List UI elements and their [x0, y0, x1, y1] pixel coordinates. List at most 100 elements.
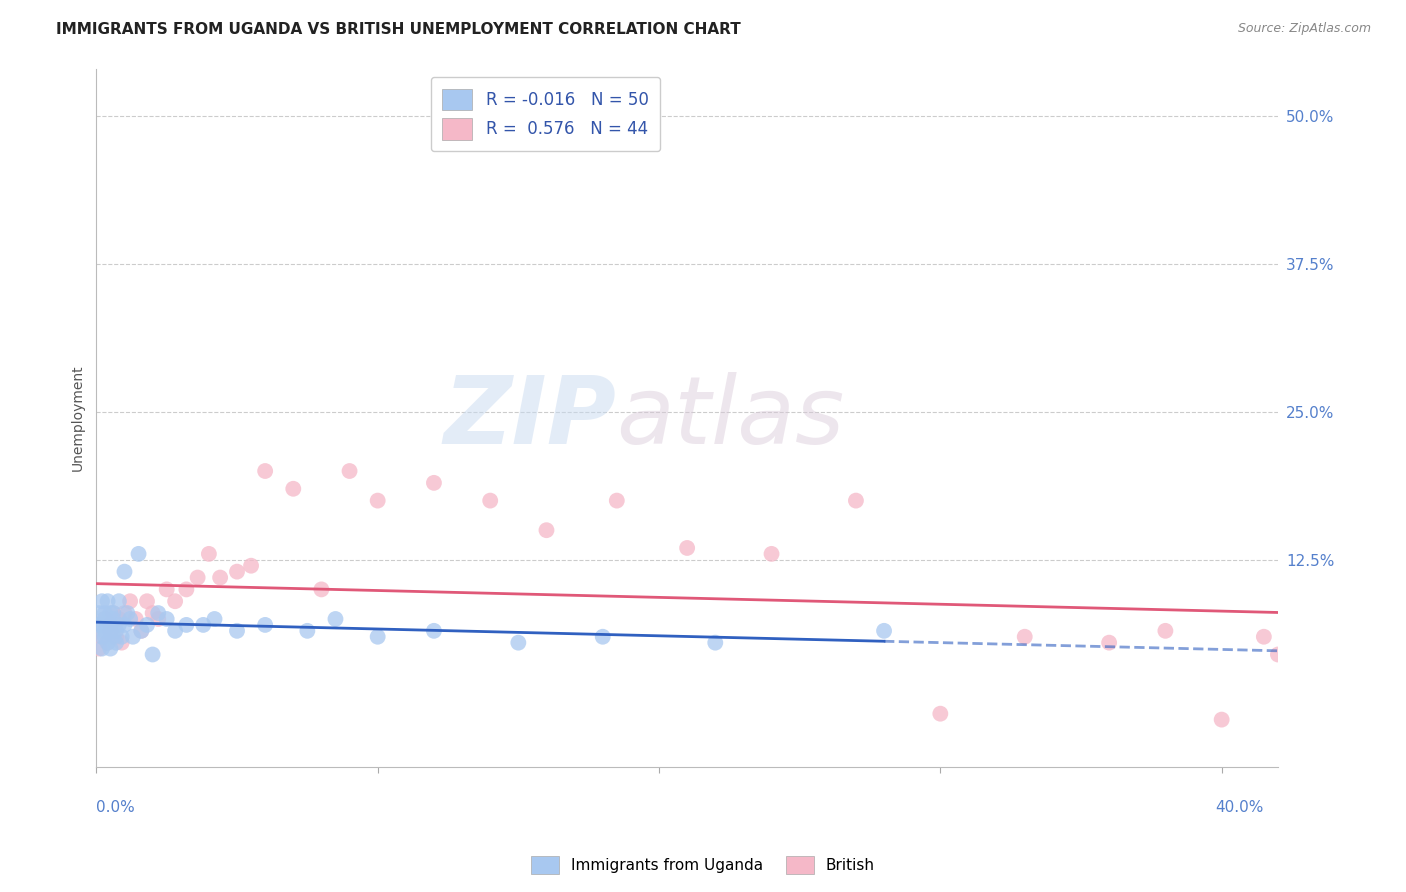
- Point: [254, 618, 277, 632]
- Point: [125, 612, 148, 626]
- Point: [105, 624, 128, 638]
- Point: [94, 606, 117, 620]
- Point: [100, 618, 122, 632]
- Point: [108, 594, 131, 608]
- Point: [704, 635, 727, 649]
- Point: [114, 618, 136, 632]
- Point: [103, 612, 125, 626]
- Point: [156, 582, 179, 597]
- Point: [100, 606, 122, 620]
- Point: [1154, 624, 1177, 638]
- Point: [105, 630, 128, 644]
- Point: [165, 624, 187, 638]
- Point: [423, 475, 446, 490]
- Point: [676, 541, 699, 555]
- Point: [148, 612, 170, 626]
- Point: [339, 464, 361, 478]
- Point: [94, 630, 117, 644]
- Point: [142, 606, 165, 620]
- Point: [1253, 630, 1275, 644]
- Point: [1014, 630, 1036, 644]
- Point: [108, 618, 131, 632]
- Point: [297, 624, 319, 638]
- Y-axis label: Unemployment: Unemployment: [72, 365, 86, 471]
- Point: [1267, 648, 1289, 662]
- Point: [226, 624, 249, 638]
- Point: [91, 594, 114, 608]
- Text: atlas: atlas: [616, 372, 845, 463]
- Point: [325, 612, 347, 626]
- Point: [100, 618, 122, 632]
- Point: [193, 618, 215, 632]
- Point: [89, 641, 111, 656]
- Point: [929, 706, 952, 721]
- Point: [94, 612, 117, 626]
- Point: [100, 641, 122, 656]
- Point: [122, 630, 145, 644]
- Point: [100, 624, 122, 638]
- Point: [761, 547, 783, 561]
- Point: [120, 612, 142, 626]
- Point: [97, 635, 120, 649]
- Point: [100, 624, 122, 638]
- Point: [117, 606, 139, 620]
- Point: [89, 606, 111, 620]
- Text: Source: ZipAtlas.com: Source: ZipAtlas.com: [1237, 22, 1371, 36]
- Point: [105, 635, 128, 649]
- Point: [254, 464, 277, 478]
- Point: [165, 594, 187, 608]
- Point: [89, 618, 111, 632]
- Point: [176, 582, 198, 597]
- Point: [148, 606, 170, 620]
- Point: [97, 618, 120, 632]
- Point: [198, 547, 221, 561]
- Legend: Immigrants from Uganda, British: Immigrants from Uganda, British: [526, 850, 880, 880]
- Point: [131, 624, 153, 638]
- Point: [91, 630, 114, 644]
- Point: [91, 641, 114, 656]
- Point: [91, 630, 114, 644]
- Point: [187, 570, 209, 584]
- Point: [592, 630, 614, 644]
- Point: [111, 635, 134, 649]
- Point: [873, 624, 896, 638]
- Point: [1098, 635, 1121, 649]
- Point: [94, 612, 117, 626]
- Point: [311, 582, 333, 597]
- Point: [209, 570, 232, 584]
- Point: [128, 547, 150, 561]
- Point: [606, 493, 628, 508]
- Point: [536, 523, 558, 537]
- Point: [136, 594, 159, 608]
- Legend: R = -0.016   N = 50, R =  0.576   N = 44: R = -0.016 N = 50, R = 0.576 N = 44: [430, 77, 661, 152]
- Point: [91, 618, 114, 632]
- Point: [226, 565, 249, 579]
- Point: [142, 648, 165, 662]
- Point: [114, 606, 136, 620]
- Point: [103, 630, 125, 644]
- Point: [97, 635, 120, 649]
- Point: [156, 612, 179, 626]
- Point: [367, 493, 389, 508]
- Point: [1211, 713, 1233, 727]
- Text: ZIP: ZIP: [443, 372, 616, 464]
- Point: [103, 606, 125, 620]
- Point: [111, 630, 134, 644]
- Text: 40.0%: 40.0%: [1215, 800, 1264, 815]
- Point: [508, 635, 530, 649]
- Point: [176, 618, 198, 632]
- Point: [120, 594, 142, 608]
- Point: [283, 482, 305, 496]
- Point: [108, 612, 131, 626]
- Point: [845, 493, 868, 508]
- Text: IMMIGRANTS FROM UGANDA VS BRITISH UNEMPLOYMENT CORRELATION CHART: IMMIGRANTS FROM UGANDA VS BRITISH UNEMPL…: [56, 22, 741, 37]
- Point: [114, 565, 136, 579]
- Text: 0.0%: 0.0%: [97, 800, 135, 815]
- Point: [136, 618, 159, 632]
- Point: [479, 493, 502, 508]
- Point: [103, 606, 125, 620]
- Point: [97, 594, 120, 608]
- Point: [131, 624, 153, 638]
- Point: [204, 612, 226, 626]
- Point: [423, 624, 446, 638]
